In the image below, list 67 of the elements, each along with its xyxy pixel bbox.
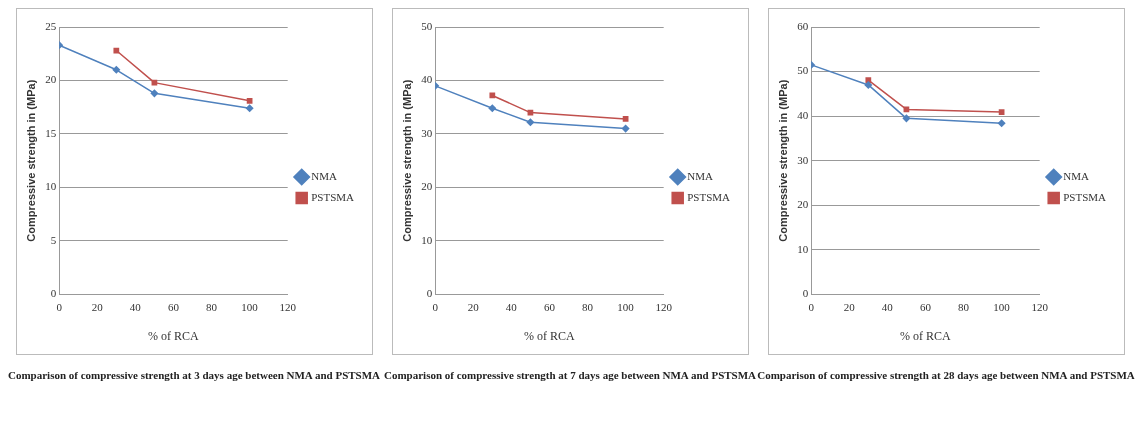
- x-tick-label: 120: [654, 300, 672, 313]
- text: Comparison of compressive strength at 28 days age between NMA and PSTSMA: [757, 369, 1135, 381]
- point: [902, 114, 910, 123]
- point: [112, 47, 119, 54]
- x-tick-label: 40: [129, 300, 141, 313]
- point: [621, 124, 629, 133]
- x-axis-title: % of RCA: [147, 328, 199, 343]
- x-tick-label: 80: [581, 300, 594, 313]
- legend-label: PSTSMA: [1062, 190, 1106, 203]
- x-tick-label: 60: [167, 300, 179, 313]
- x-tick-label: 80: [205, 300, 218, 313]
- y-axis-title: Compressive strength in (MPa): [776, 79, 789, 242]
- point: [488, 92, 495, 99]
- x-tick-label: 20: [91, 300, 103, 313]
- y-tick-label: 10: [44, 180, 57, 193]
- x-tick-label: 120: [1030, 300, 1048, 313]
- y-tick-label: 20: [420, 180, 433, 193]
- x-tick-label: 120: [278, 300, 296, 313]
- point: [526, 118, 534, 126]
- point: [245, 104, 253, 113]
- x-tick-label: 80: [957, 300, 970, 313]
- y-axis-title: Compressive strength in (MPa): [24, 79, 37, 242]
- x-tick-label: 40: [881, 300, 893, 313]
- y-tick-label: 10: [796, 242, 809, 255]
- x-axis-title: % of RCA: [523, 328, 575, 343]
- y-tick-label: 10: [420, 233, 433, 246]
- y-tick-label: 0: [50, 287, 57, 300]
- y-tick-label: 30: [796, 153, 809, 166]
- y-tick-label: 50: [796, 64, 809, 77]
- y-tick-label: 20: [796, 198, 809, 211]
- x-tick-label: 20: [467, 300, 479, 313]
- legend-label: PSTSMA: [310, 190, 354, 203]
- y-tick-label: 30: [420, 126, 433, 139]
- x-tick-label: 20: [843, 300, 855, 313]
- text: Comparison of compressive strength at 3 days age between NMA and PSTSMA: [7, 369, 381, 381]
- x-axis-title: % of RCA: [899, 328, 951, 343]
- point: [864, 81, 872, 89]
- y-tick-label: 60: [796, 19, 809, 32]
- legend-label: NMA: [1062, 169, 1089, 182]
- point: [998, 109, 1004, 115]
- point: [488, 104, 496, 113]
- x-tick-label: 60: [919, 300, 931, 313]
- y-tick-label: 15: [44, 126, 57, 139]
- x-tick-label: 100: [616, 300, 634, 313]
- x-tick-label: 100: [240, 300, 258, 313]
- legend-label: PSTSMA: [686, 190, 730, 203]
- x-tick-label: 100: [992, 300, 1010, 313]
- y-tick-label: 0: [802, 287, 809, 300]
- point: [864, 77, 871, 83]
- y-tick-label: 40: [796, 109, 809, 122]
- x-tick-label: 40: [505, 300, 517, 313]
- y-tick-label: 0: [426, 287, 433, 300]
- text: Comparison of compressive strength at 7 days age between NMA and PSTSMA: [383, 369, 757, 381]
- y-tick-label: 40: [420, 73, 433, 86]
- point: [150, 89, 158, 98]
- point: [246, 97, 252, 104]
- y-tick-label: 20: [44, 73, 57, 86]
- y-axis-title: Compressive strength in (MPa): [400, 79, 413, 242]
- y-tick-label: 5: [50, 233, 57, 246]
- legend-label: NMA: [310, 169, 337, 182]
- legend-label: NMA: [686, 169, 713, 182]
- x-tick-label: 60: [543, 300, 555, 313]
- y-tick-label: 25: [44, 19, 57, 32]
- point: [112, 66, 120, 74]
- point: [622, 116, 628, 122]
- y-tick-label: 50: [420, 19, 433, 32]
- point: [997, 119, 1005, 128]
